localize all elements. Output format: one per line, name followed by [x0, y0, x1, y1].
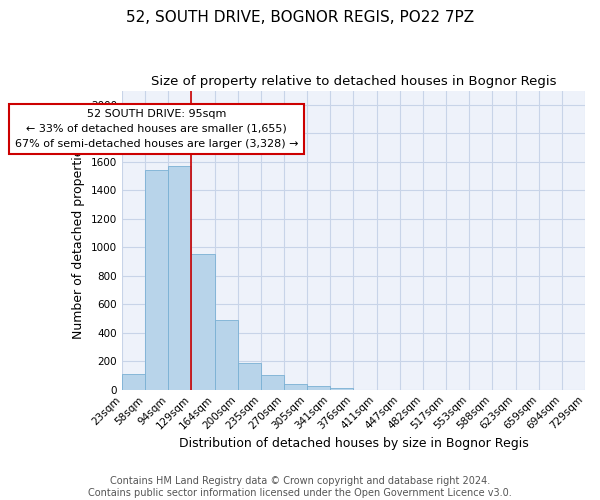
- Text: Contains HM Land Registry data © Crown copyright and database right 2024.
Contai: Contains HM Land Registry data © Crown c…: [88, 476, 512, 498]
- Bar: [330, 388, 353, 390]
- Text: 52, SOUTH DRIVE, BOGNOR REGIS, PO22 7PZ: 52, SOUTH DRIVE, BOGNOR REGIS, PO22 7PZ: [126, 10, 474, 25]
- Y-axis label: Number of detached properties: Number of detached properties: [72, 142, 85, 338]
- Bar: [145, 170, 168, 390]
- X-axis label: Distribution of detached houses by size in Bognor Regis: Distribution of detached houses by size …: [179, 437, 529, 450]
- Bar: [261, 376, 284, 390]
- Bar: [238, 364, 261, 390]
- Bar: [215, 320, 238, 390]
- Bar: [284, 384, 307, 390]
- Bar: [307, 386, 330, 390]
- Bar: [122, 374, 145, 390]
- Title: Size of property relative to detached houses in Bognor Regis: Size of property relative to detached ho…: [151, 75, 556, 88]
- Bar: [191, 254, 215, 390]
- Text: 52 SOUTH DRIVE: 95sqm
← 33% of detached houses are smaller (1,655)
67% of semi-d: 52 SOUTH DRIVE: 95sqm ← 33% of detached …: [15, 109, 298, 148]
- Bar: [168, 166, 191, 390]
